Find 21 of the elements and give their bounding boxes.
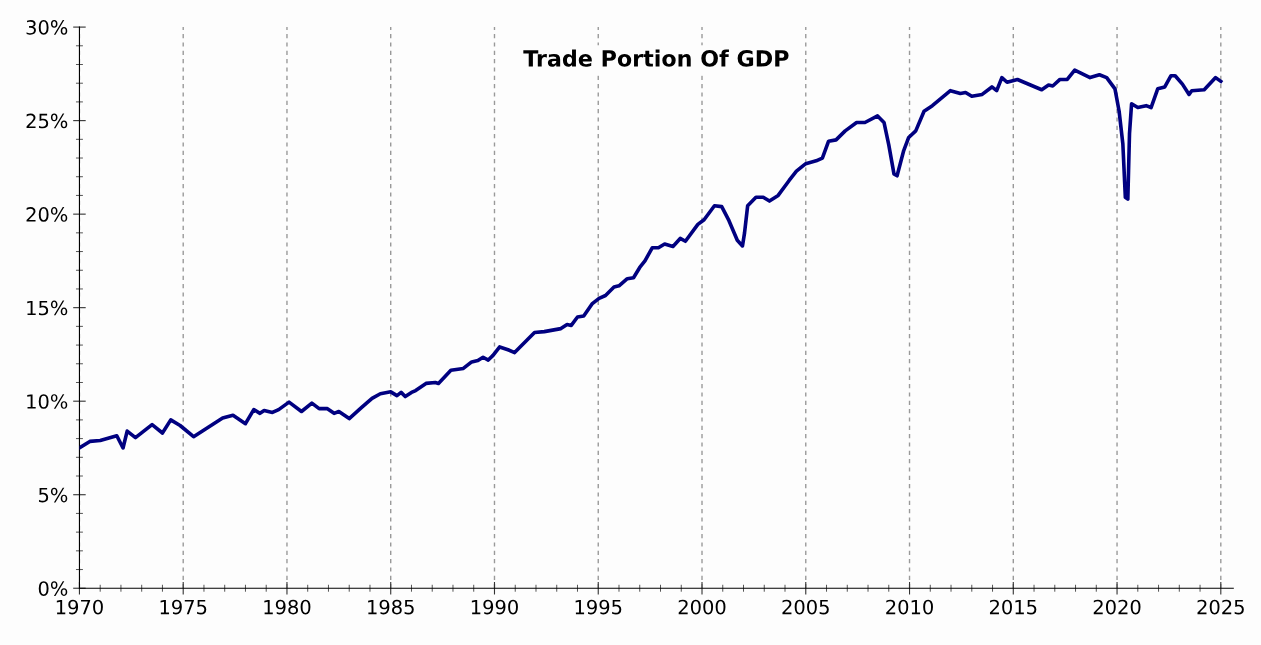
x-tick-label: 2010 bbox=[886, 599, 933, 615]
y-tick-label: 10% bbox=[27, 394, 68, 409]
x-tick-label: 2025 bbox=[1197, 599, 1244, 615]
y-tick-label: 20% bbox=[26, 207, 68, 222]
y-tick-label: 30% bbox=[26, 20, 68, 35]
line-series bbox=[79, 68, 1223, 450]
y-tick-label: 25% bbox=[26, 113, 68, 129]
text: Trade Portion Of GDP bbox=[523, 49, 789, 67]
x-tick-label: 1995 bbox=[575, 599, 622, 615]
x-tick-label: 1975 bbox=[160, 599, 207, 615]
x-tick-label: 1970 bbox=[56, 599, 103, 615]
x-tick-label: 1980 bbox=[264, 599, 311, 615]
y-tick-label: 15% bbox=[27, 300, 68, 316]
x-tick-label: 2020 bbox=[1093, 599, 1141, 615]
x-tick-label: 2000 bbox=[678, 599, 726, 615]
x-tick-label: 1990 bbox=[471, 599, 518, 615]
x-tick-label: 2005 bbox=[782, 599, 829, 615]
x-tick-label: 1985 bbox=[368, 599, 414, 615]
x-tick-label: 2015 bbox=[989, 599, 1037, 615]
y-tick-label: 0% bbox=[38, 581, 68, 596]
y-tick-label: 5% bbox=[38, 487, 68, 503]
